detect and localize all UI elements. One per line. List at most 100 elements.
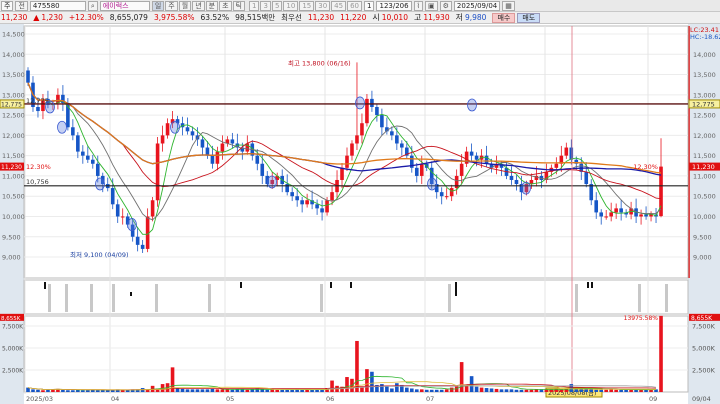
volume-bar xyxy=(375,384,379,392)
candle xyxy=(569,147,574,160)
volume-bar xyxy=(305,389,309,392)
volume-bar xyxy=(130,389,135,392)
candle xyxy=(439,192,444,197)
volume-bar xyxy=(395,383,399,392)
interval-button[interactable]: 60 xyxy=(347,0,363,11)
trend-icon[interactable]: ⌇ xyxy=(413,0,423,11)
volume-bar xyxy=(51,389,55,392)
mode-button[interactable]: 전 xyxy=(15,0,28,11)
stock-chart[interactable]: 14,500 14,000 14,000 13,500 13,500 13,000 13,0… xyxy=(0,24,720,404)
volume-bar xyxy=(409,388,414,392)
market-select[interactable]: 주 xyxy=(1,0,14,11)
right-tick-label: 9,500 xyxy=(693,233,712,241)
volume-bar xyxy=(270,389,275,392)
right-tick-label: 11,500 xyxy=(693,152,716,160)
volume-bar xyxy=(215,389,220,392)
volume-ma-line xyxy=(327,385,657,390)
period-button[interactable]: 주 xyxy=(165,0,178,11)
candle xyxy=(245,143,250,152)
calendar-icon[interactable]: ▦ xyxy=(502,0,515,11)
candle xyxy=(86,155,90,160)
x-axis-label: 05 xyxy=(226,395,234,403)
candle xyxy=(320,208,324,213)
period-button[interactable]: 초 xyxy=(219,0,232,11)
date-input[interactable]: 2025/09/04 xyxy=(453,0,501,11)
page-count: 123/206 xyxy=(376,0,412,11)
candle xyxy=(26,70,30,83)
volume-bar xyxy=(170,367,175,392)
x-axis-label: 09 xyxy=(649,395,657,403)
volume-bar xyxy=(544,389,549,392)
volume-bar xyxy=(529,389,534,392)
interval-button[interactable]: 15 xyxy=(299,0,315,11)
period-button[interactable]: 일 xyxy=(151,0,165,11)
signal-tick xyxy=(350,282,352,288)
sell-button[interactable]: 매도 xyxy=(517,12,541,23)
volume-bar xyxy=(604,389,608,392)
signal-bar xyxy=(48,284,51,312)
volume-bar xyxy=(61,389,65,392)
right-tick-label: 12,000 xyxy=(693,132,716,140)
open: 10,010 xyxy=(381,13,408,22)
signal-tick xyxy=(44,282,46,289)
period-button[interactable]: 분 xyxy=(205,0,219,11)
candle xyxy=(150,200,155,217)
signal-bar xyxy=(575,284,578,312)
volume-bar xyxy=(330,380,334,392)
volume-bar xyxy=(569,384,574,392)
candle xyxy=(170,119,175,124)
candle xyxy=(300,200,304,205)
signal-bar xyxy=(448,284,451,312)
volume-bar xyxy=(459,362,464,392)
interval-button[interactable]: 1 xyxy=(249,0,260,11)
volume-bar xyxy=(444,389,449,392)
volume-bar xyxy=(494,388,499,392)
candle xyxy=(544,171,549,180)
candle xyxy=(225,139,230,144)
volume-tick-right: 2,500K xyxy=(692,367,716,375)
period-button[interactable]: 틱 xyxy=(232,0,245,11)
candle xyxy=(414,167,419,176)
candle xyxy=(355,135,359,144)
volume-bar xyxy=(365,369,369,392)
search-icon[interactable]: ⌕ xyxy=(87,0,98,11)
volume-bar xyxy=(245,389,250,392)
left-axis xyxy=(0,24,24,404)
multiplier-input[interactable]: 1 xyxy=(364,0,375,11)
volume-bar xyxy=(439,389,444,392)
ma120-line xyxy=(27,82,662,174)
best-label: 최우선 xyxy=(281,13,302,22)
volume-bar xyxy=(419,389,424,392)
volume-bar xyxy=(414,389,419,392)
candle xyxy=(514,179,519,185)
volume-bar xyxy=(654,389,658,392)
stock-code-input[interactable]: 475580 xyxy=(29,0,86,11)
interval-button[interactable]: 30 xyxy=(315,0,331,11)
candle xyxy=(115,204,120,217)
candle xyxy=(529,179,534,185)
buy-button[interactable]: 매수 xyxy=(492,12,516,23)
volume-bar xyxy=(390,388,394,392)
open-label: 시 xyxy=(372,13,380,22)
interval-button[interactable]: 10 xyxy=(283,0,299,11)
candle xyxy=(90,159,95,164)
interval-button[interactable]: 5 xyxy=(271,0,283,11)
candle xyxy=(509,175,514,180)
candle xyxy=(175,119,180,124)
stock-name: 에이럭스 xyxy=(99,0,150,11)
period-button[interactable]: 월 xyxy=(178,0,192,11)
volume-bar xyxy=(514,389,519,392)
period-button[interactable]: 년 xyxy=(192,0,205,11)
interval-button[interactable]: 3 xyxy=(260,0,271,11)
save-icon[interactable]: ▣ xyxy=(425,0,438,11)
gear-icon[interactable]: ⚙ xyxy=(439,0,452,11)
x-axis-label: 09/04 xyxy=(692,395,711,403)
interval-button[interactable]: 45 xyxy=(331,0,347,11)
volume-bar xyxy=(46,389,50,392)
candle xyxy=(325,200,329,213)
price-tag-text: 12,775 xyxy=(1,101,22,108)
volume-bar xyxy=(110,389,115,392)
volume-bar xyxy=(135,389,140,392)
signal-bar xyxy=(65,284,68,312)
